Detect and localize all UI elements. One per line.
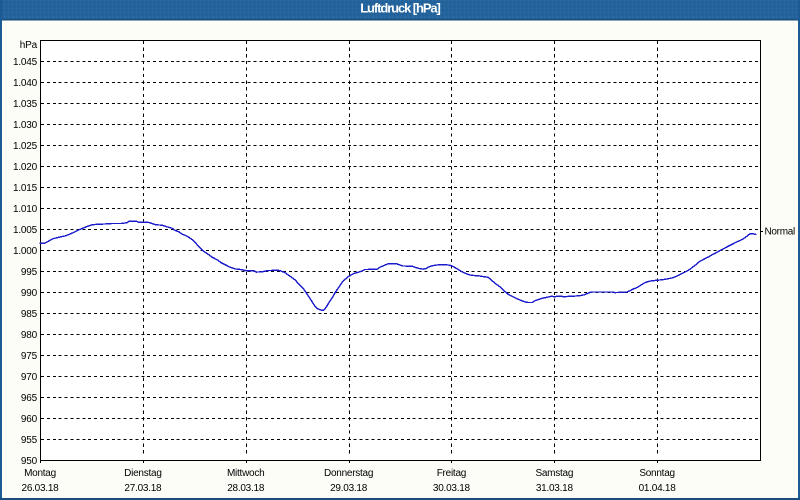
svg-text:28.03.18: 28.03.18: [227, 483, 265, 494]
svg-text:27.03.18: 27.03.18: [124, 483, 162, 494]
svg-text:30.03.18: 30.03.18: [433, 483, 471, 494]
svg-text:960: 960: [21, 414, 38, 425]
svg-text:990: 990: [21, 288, 38, 299]
svg-text:Freitag: Freitag: [437, 468, 466, 479]
svg-text:29.03.18: 29.03.18: [330, 483, 368, 494]
svg-text:Luftdruck [hPa]: Luftdruck [hPa]: [360, 1, 440, 16]
svg-text:31.03.18: 31.03.18: [536, 483, 574, 494]
svg-text:Dienstag: Dienstag: [124, 468, 161, 479]
svg-text:Donnerstag: Donnerstag: [324, 468, 373, 479]
svg-text:1.020: 1.020: [13, 162, 38, 173]
svg-text:975: 975: [21, 351, 38, 362]
svg-text:1.035: 1.035: [13, 99, 38, 110]
svg-text:995: 995: [21, 267, 38, 278]
svg-text:Montag: Montag: [24, 468, 56, 479]
svg-text:hPa: hPa: [20, 40, 38, 51]
svg-text:965: 965: [21, 393, 38, 404]
svg-text:26.03.18: 26.03.18: [22, 483, 60, 494]
svg-text:1.040: 1.040: [13, 78, 38, 89]
svg-text:Normal: Normal: [765, 227, 796, 238]
svg-text:955: 955: [21, 435, 38, 446]
svg-text:980: 980: [21, 330, 38, 341]
svg-text:Samstag: Samstag: [535, 468, 573, 479]
svg-text:1.015: 1.015: [13, 183, 38, 194]
svg-text:1.005: 1.005: [13, 225, 38, 236]
svg-text:985: 985: [21, 309, 38, 320]
svg-text:970: 970: [21, 372, 38, 383]
svg-text:Sonntag: Sonntag: [639, 468, 675, 479]
svg-text:Mittwoch: Mittwoch: [227, 468, 264, 479]
svg-text:01.04.18: 01.04.18: [639, 483, 677, 494]
svg-text:1.000: 1.000: [13, 246, 38, 257]
svg-text:1.010: 1.010: [13, 204, 38, 215]
svg-text:1.030: 1.030: [13, 120, 38, 131]
svg-text:1.025: 1.025: [13, 141, 38, 152]
svg-text:950: 950: [21, 456, 38, 467]
svg-text:1.045: 1.045: [13, 57, 38, 68]
